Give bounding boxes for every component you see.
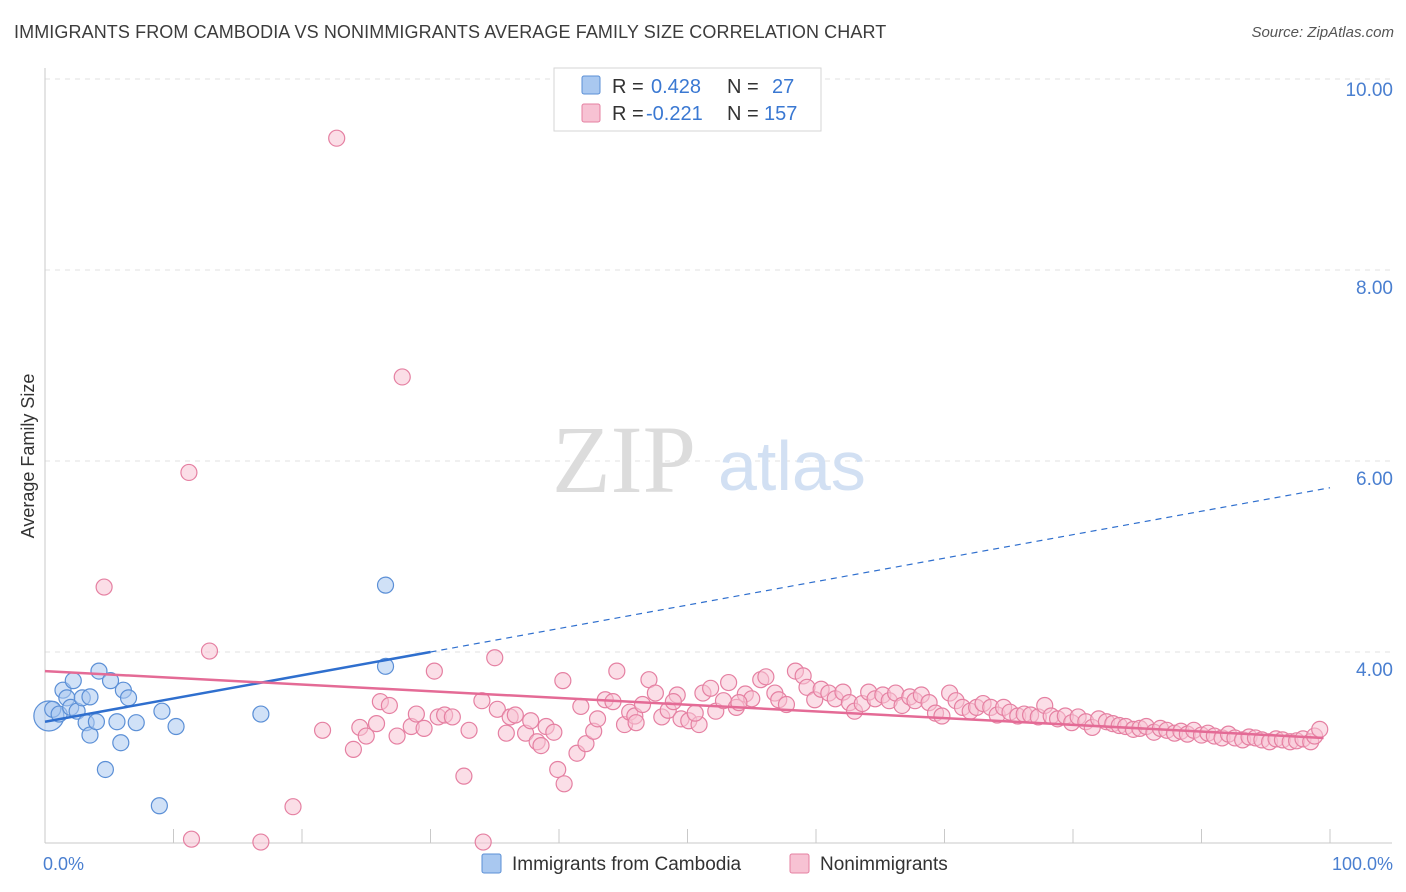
nonimmigrant-point [720,673,738,692]
bottom-legend-label-nonimmigrants: Nonimmigrants [820,854,948,875]
nonimmigrant-point [443,708,461,726]
nonimmigrant-point [284,798,302,816]
nonimmigrant-point [757,668,775,686]
y-axis-label: Average Family Size [18,374,38,539]
bottom-legend-swatch-nonimmigrants [789,853,810,874]
nonimmigrant-point [425,662,443,680]
nonimmigrant-point [393,368,411,386]
nonimmigrant-point [328,129,346,147]
legend-r-value-nonimmigrants: -0.221 [646,103,703,125]
cambodia-point [81,688,99,706]
nonimmigrant-point [388,727,406,745]
nonimmigrant-point [344,740,362,759]
source-credit: Source: ZipAtlas.com [1251,24,1394,41]
trend-line-nonimmigrants [44,669,1324,740]
nonimmigrant-point [522,712,540,730]
nonimmigrant-point [506,706,524,724]
nonimmigrant-point [455,767,473,785]
nonimmigrant-point [608,662,626,680]
legend-n-label-cambodia: N = [727,76,759,98]
cambodia-point [101,672,120,690]
nonimmigrant-point [702,679,720,697]
nonimmigrant-point [1311,720,1329,738]
cambodia-point [376,576,395,594]
nonimmigrant-point [252,833,270,851]
nonimmigrant-point [474,833,492,851]
x-tick-labels: 0.0% 100.0% [43,854,1393,874]
nonimmigrant-point [415,719,433,738]
nonimmigrant-point [664,693,682,711]
chart-title: IMMIGRANTS FROM CAMBODIA VS NONIMMIGRANT… [14,22,887,42]
x-tick-label-min: 0.0% [43,854,84,874]
bottom-legend-swatch-cambodia [481,853,502,874]
x-tick-label-max: 100.0% [1332,854,1393,874]
cambodia-point [112,734,130,752]
nonimmigrant-point [367,715,386,733]
nonimmigrant-point [549,760,567,779]
cambodia-point [167,717,185,736]
legend-n-label-nonimmigrants: N = [727,103,759,125]
cambodia-point [87,713,106,731]
bottom-legend: Immigrants from Cambodia Nonimmigrants [481,853,948,875]
y-tick-label: 6.00 [1356,469,1393,490]
legend-swatch-nonimmigrants [581,103,601,123]
nonimmigrant-point [180,463,198,482]
legend-r-label-cambodia: R = [612,76,644,98]
cambodia-point [127,714,145,732]
nonimmigrant-point [357,727,375,745]
nonimmigrant-point [627,714,645,732]
trend-lines [44,487,1331,740]
stats-legend: R = 0.428 N = 27 R = -0.221 N = 157 [553,67,822,132]
nonimmigrant-point [497,724,515,742]
cambodia-point [64,672,82,690]
cambodia-point [150,797,168,815]
nonimmigrant-point [486,649,504,667]
nonimmigrant-point [545,723,563,741]
nonimmigrant-point [633,695,652,714]
legend-swatch-cambodia [581,75,601,95]
watermark-atlas: atlas [718,427,866,505]
nonimmigrant-point [686,704,704,722]
nonimmigrant-point [588,710,607,728]
nonimmigrant-point [313,721,332,739]
nonimmigrant-point [200,642,219,660]
nonimmigrant-point [532,736,550,755]
cambodia-point [153,702,171,720]
trend-line-cambodia-extension [430,487,1331,653]
legend-n-value-nonimmigrants: 157 [764,103,797,125]
y-tick-labels: 4.00 6.00 8.00 10.00 [1345,80,1393,681]
watermark-zip: ZIP [552,406,696,513]
legend-n-value-cambodia: 27 [772,76,794,98]
cambodia-point [376,657,395,675]
cambodia-point [252,705,270,723]
nonimmigrant-point [460,721,478,739]
grid-lines [45,78,1392,653]
bottom-legend-label-cambodia: Immigrants from Cambodia [512,854,742,875]
nonimmigrant-point [933,707,951,725]
legend-r-value-cambodia: 0.428 [651,76,701,98]
trend-line-cambodia [44,650,431,723]
nonimmigrant-point [577,735,595,753]
nonimmigrant-point [572,697,590,716]
legend-r-label-nonimmigrants: R = [612,103,644,125]
y-tick-label: 10.00 [1345,80,1393,101]
y-tick-label: 8.00 [1356,278,1393,299]
cambodia-point [119,689,138,707]
nonimmigrant-point [95,578,113,596]
y-tick-label: 4.00 [1356,660,1393,681]
nonimmigrant-point [182,830,201,848]
nonimmigrant-point [646,684,664,702]
nonimmigrant-point [380,696,398,715]
nonimmigrant-point [555,775,573,793]
cambodia-point [108,713,126,731]
cambodia-point [96,760,114,779]
nonimmigrant-point [554,672,572,690]
nonimmigrant-point [488,700,506,718]
nonimmigrant-point [407,705,425,723]
data-points [33,129,1329,851]
